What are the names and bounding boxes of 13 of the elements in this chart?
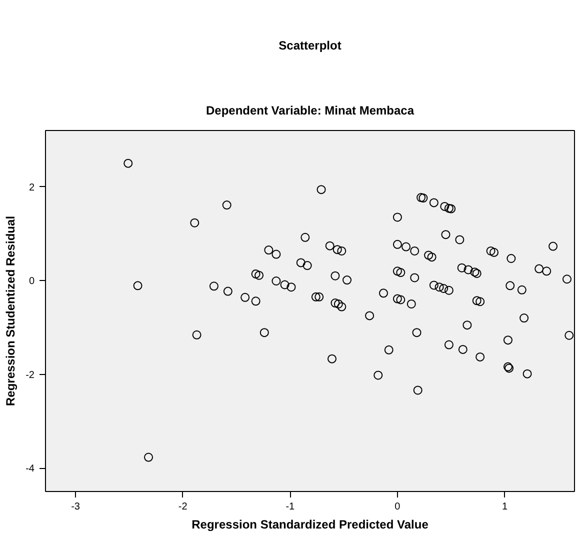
- x-tick-label: -2: [178, 502, 188, 512]
- chart-title: Scatterplot: [278, 38, 342, 52]
- y-axis-title: Regression Studentized Residual: [4, 216, 18, 406]
- x-tick-label: 1: [502, 502, 508, 512]
- x-tick-label: 0: [394, 502, 401, 512]
- y-tick-label: -2: [26, 370, 35, 381]
- y-tick-label: 0: [28, 276, 35, 288]
- y-tick-label: -4: [26, 464, 35, 475]
- x-tick-label: -1: [286, 502, 296, 512]
- y-tick-label: 2: [28, 182, 35, 194]
- chart-subtitle: Dependent Variable: Minat Membaca: [206, 104, 414, 118]
- x-axis-title: Regression Standardized Predicted Value: [192, 518, 429, 532]
- x-tick-label: -3: [71, 502, 80, 512]
